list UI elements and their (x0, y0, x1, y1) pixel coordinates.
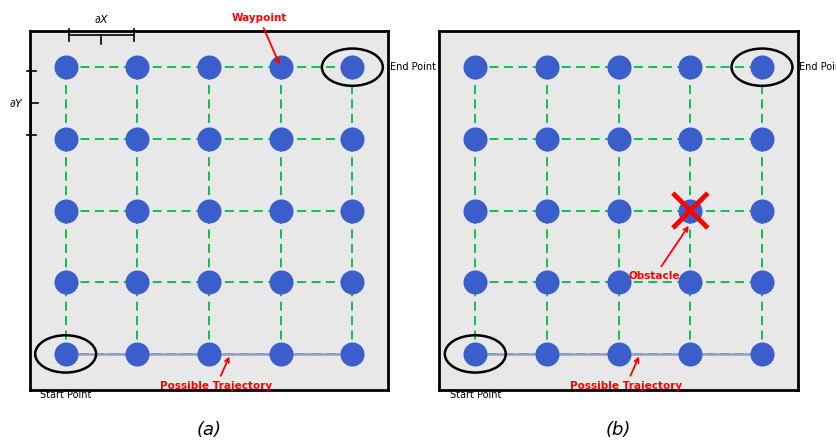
Point (469, 279, 482, 286)
Point (59, 64, 73, 71)
Point (540, 279, 553, 286)
Point (130, 279, 144, 286)
Point (130, 135, 144, 142)
Point (612, 64, 625, 71)
Point (345, 207, 359, 214)
Text: (b): (b) (606, 421, 631, 439)
Point (202, 350, 216, 358)
Point (469, 350, 482, 358)
Point (274, 207, 288, 214)
Point (345, 64, 359, 71)
Text: Start Point: Start Point (450, 390, 501, 400)
Point (540, 64, 553, 71)
Point (684, 350, 697, 358)
Text: End Point: End Point (390, 62, 436, 72)
Point (540, 207, 553, 214)
Point (345, 279, 359, 286)
Text: End Point: End Point (799, 62, 836, 72)
Text: Start Point: Start Point (40, 390, 91, 400)
Point (755, 64, 768, 71)
Point (469, 135, 482, 142)
Point (684, 64, 697, 71)
Point (612, 135, 625, 142)
Point (202, 207, 216, 214)
Point (684, 279, 697, 286)
Point (755, 350, 768, 358)
Point (612, 279, 625, 286)
Text: Waypoint: Waypoint (232, 13, 287, 63)
Point (130, 207, 144, 214)
Point (202, 135, 216, 142)
Point (202, 279, 216, 286)
Point (755, 135, 768, 142)
Point (59, 207, 73, 214)
Point (345, 135, 359, 142)
Point (130, 64, 144, 71)
Point (612, 207, 625, 214)
Point (755, 207, 768, 214)
Point (540, 135, 553, 142)
Point (274, 64, 288, 71)
Point (274, 350, 288, 358)
Point (59, 135, 73, 142)
Point (59, 350, 73, 358)
Text: Possible Trajectory: Possible Trajectory (161, 358, 273, 391)
Point (345, 350, 359, 358)
Text: $\partial X$: $\partial X$ (94, 13, 110, 25)
Text: $\partial Y$: $\partial Y$ (9, 97, 24, 109)
Point (202, 64, 216, 71)
Point (274, 279, 288, 286)
Point (274, 135, 288, 142)
Text: Obstacle: Obstacle (629, 228, 688, 281)
Text: (a): (a) (196, 421, 222, 439)
Point (684, 207, 697, 214)
Point (130, 350, 144, 358)
Point (612, 350, 625, 358)
Point (59, 279, 73, 286)
Point (540, 350, 553, 358)
Point (469, 207, 482, 214)
Point (469, 64, 482, 71)
Point (755, 279, 768, 286)
Point (684, 135, 697, 142)
Text: Possible Trajectory: Possible Trajectory (570, 358, 682, 391)
